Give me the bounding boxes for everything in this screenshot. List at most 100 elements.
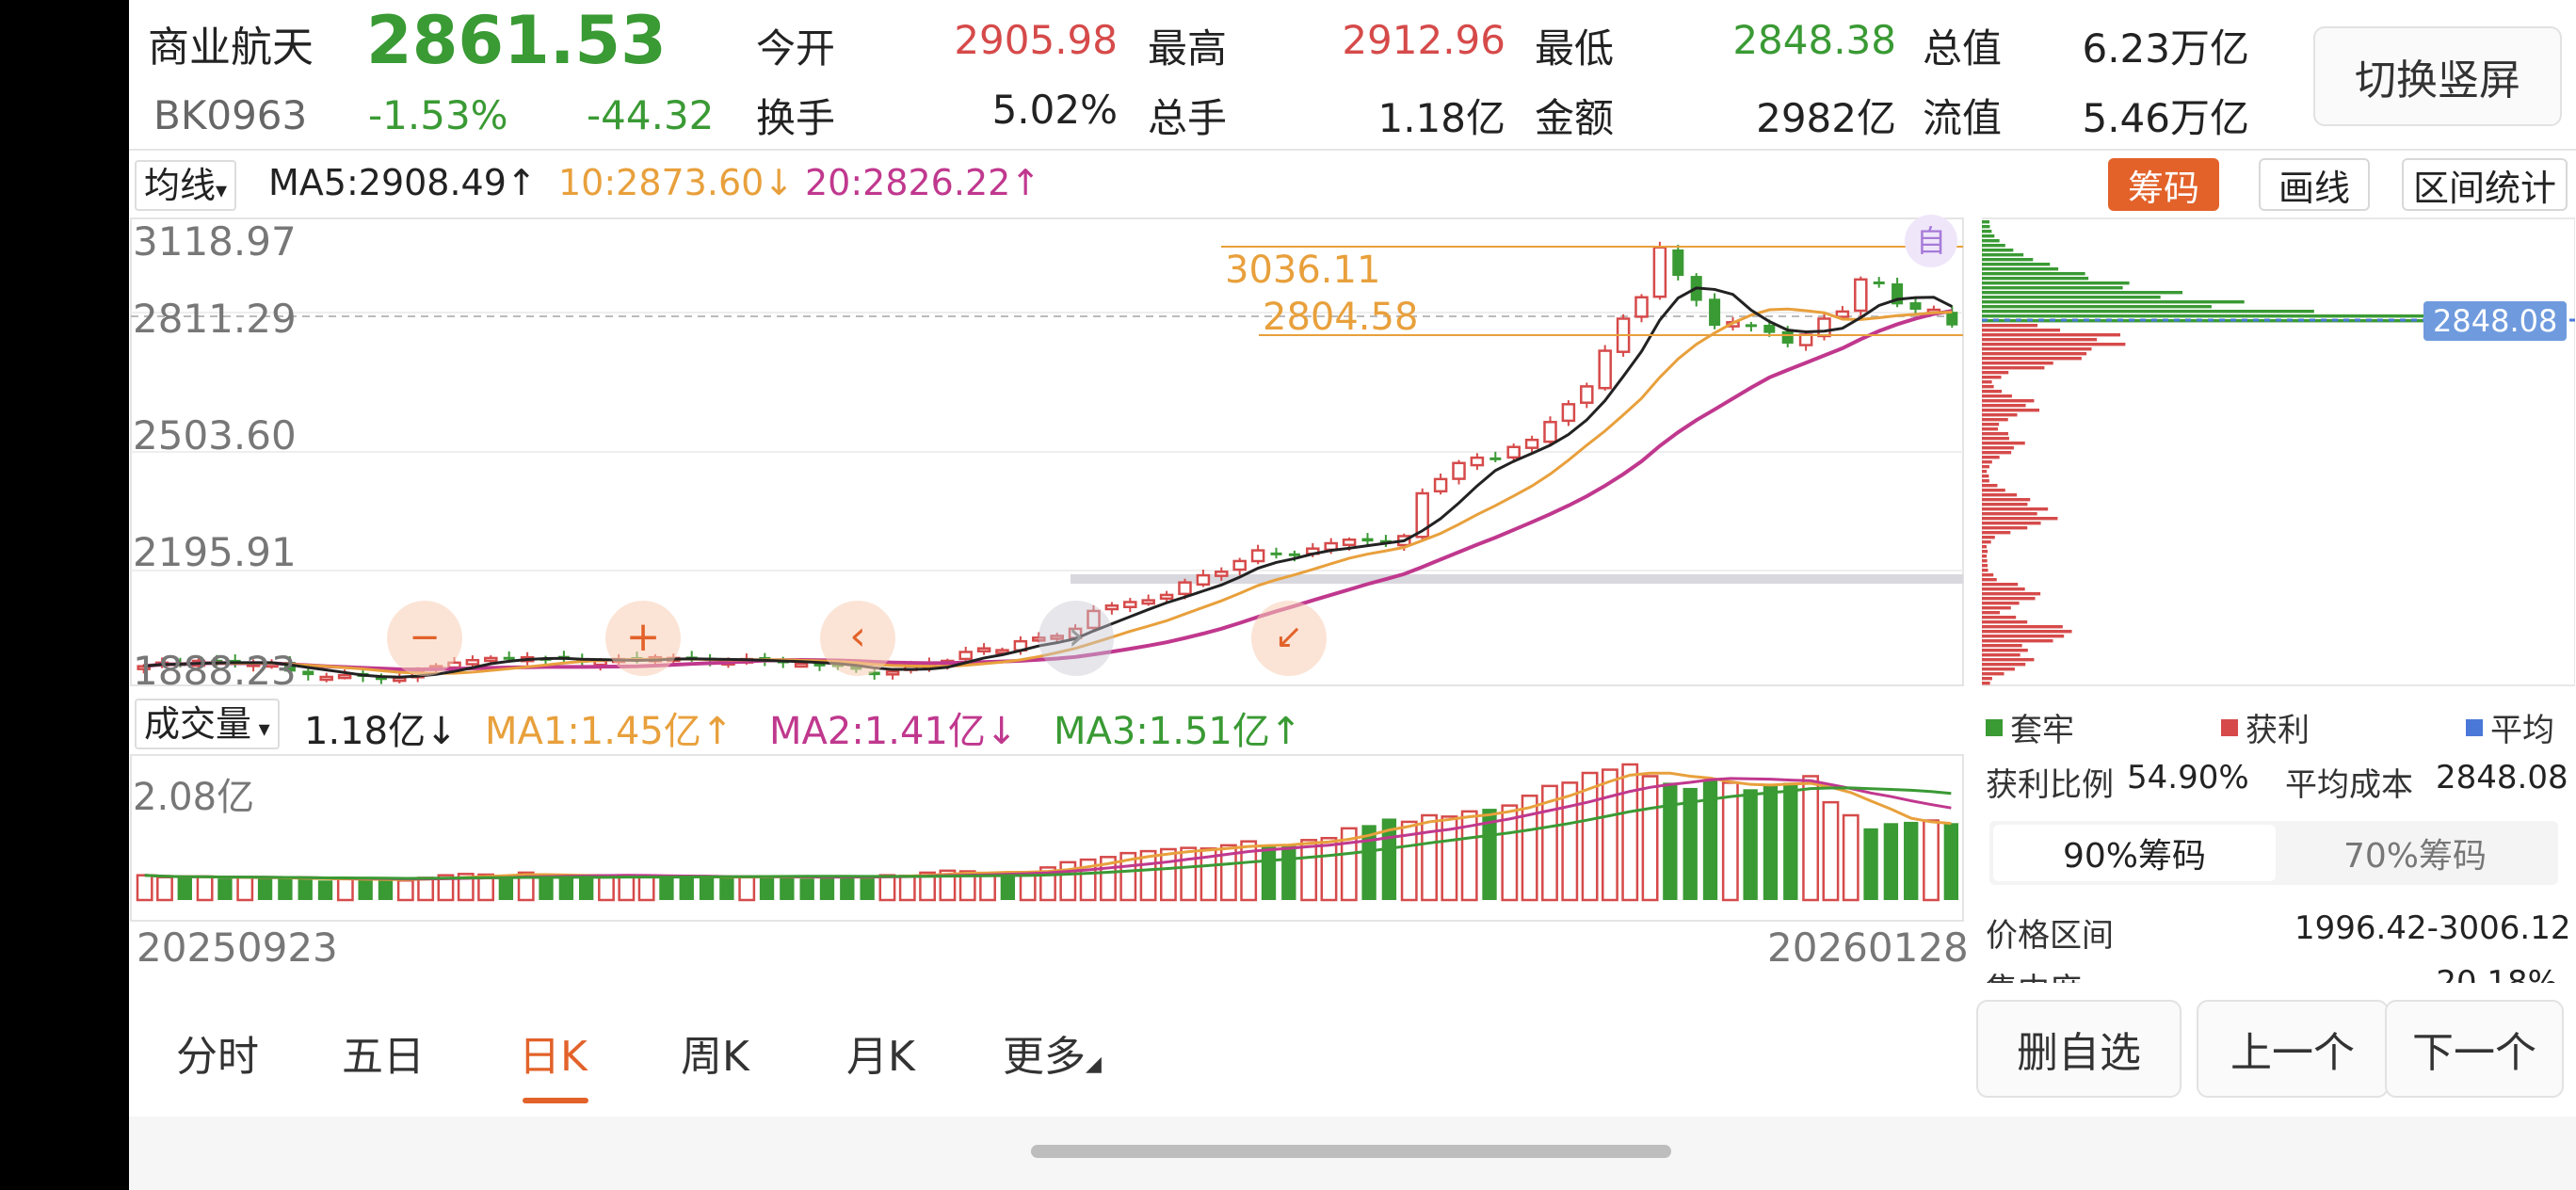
volume-bar: [1159, 847, 1177, 902]
chip-bar: [1982, 545, 1987, 549]
volume-bar: [136, 874, 153, 902]
candle: [1652, 246, 1667, 298]
chip-bar: [1982, 253, 2024, 257]
candle: [1270, 552, 1282, 555]
chip-bar: [1982, 635, 2065, 638]
tab-chips[interactable]: 筹码: [2108, 158, 2219, 211]
volume-bar: [558, 876, 574, 900]
candle: [1506, 445, 1521, 459]
chip-bar: [1982, 300, 2245, 304]
volume-bar: [457, 873, 475, 902]
tab-daily-k[interactable]: 日K: [519, 1033, 588, 1081]
tab-90-chips[interactable]: 90%筹码: [1993, 825, 2276, 881]
chip-bar: [1982, 319, 2424, 323]
tab-range-stats[interactable]: 区间统计: [2402, 158, 2568, 211]
volume-bar: [378, 879, 394, 900]
indicator-selector[interactable]: 均线▾: [135, 160, 237, 211]
stock-name: 商业航天: [148, 24, 314, 72]
chip-bar: [1982, 423, 2000, 426]
chip-bar: [1982, 249, 2014, 252]
candle: [958, 651, 973, 661]
ma10-readout: 10:2873.60↓: [558, 162, 795, 203]
chip-bar: [1982, 658, 2035, 662]
volume-bar: [236, 876, 254, 902]
tab-draw-line[interactable]: 画线: [2259, 158, 2370, 211]
volume-bar: [1822, 800, 1840, 902]
volume-bar: [1441, 815, 1458, 902]
chip-bar: [1982, 394, 2012, 398]
legend-profit: 获利: [2221, 704, 2310, 750]
candle: [868, 671, 880, 676]
chip-bar: [1982, 427, 1999, 431]
candle: [1415, 491, 1429, 539]
tab-intraday[interactable]: 分时: [176, 1033, 259, 1081]
volume-bar: [1281, 844, 1296, 900]
chip-bar: [1982, 413, 2018, 417]
volume-bar: [1682, 787, 1698, 900]
tab-weekly-k[interactable]: 周K: [681, 1033, 749, 1081]
chip-bar: [1982, 620, 2028, 624]
chevron-left-icon[interactable]: ‹: [820, 601, 895, 676]
volume-bar: [1000, 872, 1016, 900]
next-button[interactable]: 下一个: [2385, 1000, 2564, 1098]
candle: [319, 675, 333, 682]
chip-bar: [1982, 220, 1989, 224]
chip-bar: [1982, 512, 2037, 516]
volume-bar: [637, 875, 655, 902]
volume-bar: [1400, 820, 1418, 902]
chip-bar: [1982, 540, 1991, 544]
chip-bar: [1982, 366, 2045, 370]
volume-bar: [217, 878, 233, 900]
chip-bar: [1982, 522, 2041, 525]
volume-bar: [878, 874, 896, 902]
candle: [1745, 324, 1757, 328]
chip-bar: [1982, 451, 2012, 455]
volume-bar: [659, 876, 674, 900]
candle: [1196, 573, 1211, 587]
volume-bar: [196, 875, 214, 902]
volume-chart[interactable]: [129, 753, 1965, 923]
candle: [1873, 281, 1885, 285]
chip-bar: [1982, 442, 2025, 445]
volume-bar: [819, 876, 835, 900]
chip-bar: [1982, 291, 2183, 295]
current-price: 2861.53: [366, 2, 667, 79]
tab-70-chips[interactable]: 70%筹码: [2343, 837, 2487, 876]
candle: [503, 656, 515, 660]
volume-bar: [1783, 782, 1798, 900]
collapse-arrows-icon[interactable]: ↙: [1251, 601, 1327, 676]
candle: [1709, 298, 1721, 327]
volume-bar: [780, 877, 795, 900]
tab-five-day[interactable]: 五日: [342, 1033, 425, 1081]
volume-bar: [1541, 784, 1558, 902]
candle: [1524, 438, 1539, 449]
candle: [1050, 635, 1064, 640]
volume-bar: [1261, 844, 1277, 900]
volume-bar: [1721, 781, 1739, 902]
switch-portrait-button[interactable]: 切换竖屏: [2313, 26, 2562, 126]
chip-bar: [1982, 569, 1988, 572]
volume-bar: [336, 876, 354, 902]
ma20-readout: 20:2826.22↑: [805, 162, 1041, 203]
remove-watchlist-button[interactable]: 删自选: [1976, 1000, 2182, 1098]
candle: [302, 670, 314, 676]
chip-bar: [1982, 225, 1990, 229]
plus-icon[interactable]: +: [605, 601, 681, 676]
home-indicator[interactable]: [1031, 1145, 1671, 1158]
previous-button[interactable]: 上一个: [2197, 1000, 2389, 1098]
volume-bar: [1460, 810, 1478, 902]
tab-more[interactable]: 更多◢: [1003, 1022, 1102, 1083]
indicator-selector-label: 均线: [144, 165, 217, 206]
chip-bar: [1982, 474, 1989, 478]
self-select-badge[interactable]: 自: [1905, 215, 1957, 267]
candle: [1854, 278, 1868, 313]
minus-icon[interactable]: −: [387, 601, 462, 676]
tab-monthly-k[interactable]: 月K: [846, 1033, 915, 1081]
chip-bar: [1982, 555, 1988, 558]
chip-bar: [1982, 456, 2000, 459]
volume-ma3-line: [144, 786, 1952, 880]
chevron-right-icon[interactable]: ›: [1038, 601, 1114, 676]
caret-down-icon: ▾: [216, 177, 228, 203]
chip-bar: [1982, 606, 2011, 610]
volume-indicator-selector[interactable]: 成交量 ▾: [135, 699, 280, 749]
